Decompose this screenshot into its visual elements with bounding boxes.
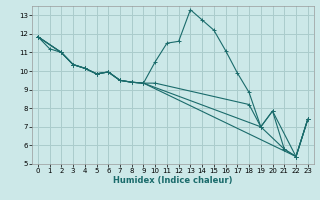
X-axis label: Humidex (Indice chaleur): Humidex (Indice chaleur) [113,176,233,185]
